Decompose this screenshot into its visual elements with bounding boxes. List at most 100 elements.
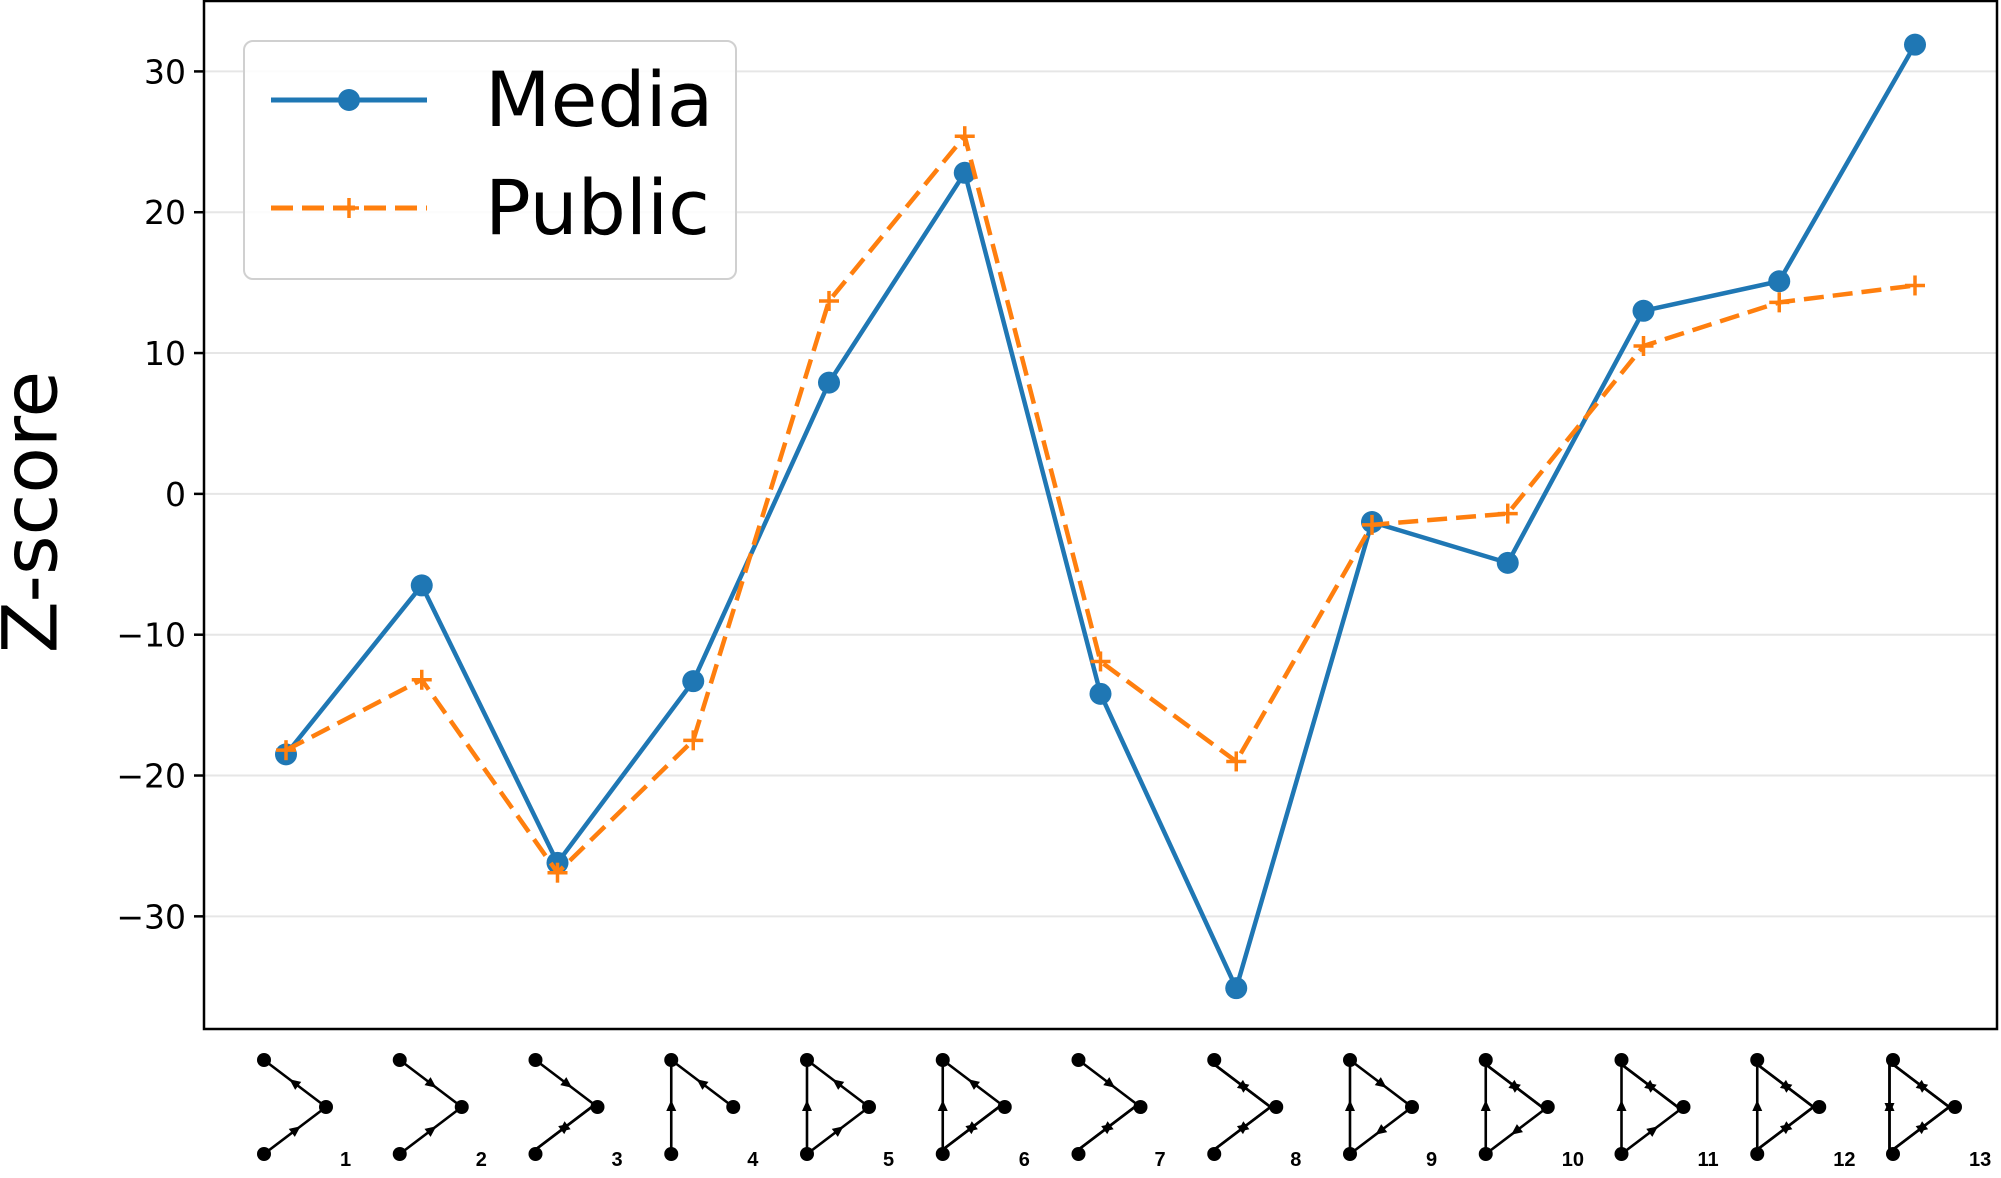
motif-node — [1614, 1053, 1629, 1067]
motif-node — [528, 1147, 543, 1161]
motif-node — [528, 1053, 543, 1067]
legend-entry-public: Public — [245, 158, 735, 258]
plot-frame — [202, 0, 1999, 1031]
y-tick-label: −20 — [116, 757, 186, 796]
motif-node — [1269, 1100, 1284, 1114]
x-tick-label: 3 — [612, 1149, 623, 1171]
motif-node — [392, 1147, 407, 1161]
data-point-public — [1905, 275, 1925, 296]
data-point-media — [953, 161, 976, 184]
legend-label-public: Public — [485, 163, 710, 252]
data-point-public — [411, 669, 432, 690]
motif-node — [1343, 1147, 1357, 1161]
legend-swatch-public — [271, 198, 427, 218]
motif-node — [664, 1147, 679, 1161]
data-point-media — [1089, 682, 1112, 705]
motif-node — [1812, 1100, 1827, 1114]
x-tick-motif-4: 4 — [664, 1053, 759, 1171]
x-tick-motif-8: 8 — [1207, 1053, 1301, 1171]
motif-node — [862, 1100, 876, 1114]
data-point-media — [1904, 33, 1926, 56]
x-tick-label: 2 — [476, 1149, 487, 1171]
motif-node — [1540, 1100, 1555, 1114]
y-tick-label: −30 — [116, 897, 186, 936]
data-point-public — [683, 730, 704, 751]
motif-node — [800, 1147, 814, 1161]
x-tick-label: 4 — [747, 1149, 759, 1171]
x-tick-label: 1 — [340, 1149, 351, 1171]
x-tick-label: 8 — [1290, 1149, 1301, 1171]
legend: Media Public — [243, 40, 737, 280]
data-point-public — [1497, 503, 1518, 524]
x-axis-motif-icons: 1 2 3 4 5 6 7 8 9 10 11 12 13 — [257, 1053, 1991, 1171]
y-tick-label: 30 — [144, 52, 186, 91]
motif-node — [1948, 1100, 1962, 1114]
motif-node — [935, 1053, 950, 1067]
x-tick-label: 13 — [1969, 1149, 1991, 1171]
data-point-public — [1226, 751, 1247, 772]
motif-node — [1405, 1100, 1419, 1114]
x-tick-motif-7: 7 — [1071, 1053, 1166, 1171]
data-point-media — [1632, 299, 1655, 322]
data-point-public — [276, 740, 296, 761]
motif-node — [257, 1053, 271, 1067]
legend-entry-media: Media — [245, 50, 735, 150]
y-tick-label: 10 — [144, 334, 186, 373]
motif-node — [997, 1100, 1012, 1114]
x-tick-label: 11 — [1698, 1149, 1719, 1171]
y-axis-label: Z-score — [0, 370, 75, 654]
x-tick-motif-9: 9 — [1343, 1053, 1437, 1171]
data-point-public — [1633, 336, 1654, 357]
data-point-public — [1090, 651, 1111, 672]
x-tick-motif-3: 3 — [528, 1053, 623, 1171]
data-point-public — [547, 862, 568, 883]
series-group — [275, 33, 1926, 1000]
motif-node — [257, 1147, 271, 1161]
x-tick-motif-2: 2 — [392, 1053, 487, 1171]
y-axis: 30 20 10 0 −10 −20 −30 — [116, 52, 204, 936]
x-tick-motif-13: 13 — [1884, 1053, 1991, 1171]
motif-node — [1750, 1053, 1765, 1067]
motif-node — [1886, 1147, 1900, 1161]
data-point-public — [819, 290, 839, 311]
motif-node — [1614, 1147, 1629, 1161]
x-tick-label: 10 — [1562, 1149, 1584, 1171]
data-point-public — [954, 126, 975, 147]
motif-node — [392, 1053, 407, 1067]
data-point-media — [1496, 551, 1519, 574]
motif-node — [1478, 1053, 1493, 1067]
x-tick-motif-11: 11 — [1614, 1053, 1719, 1171]
motif-node — [590, 1100, 605, 1114]
y-tick-label: 20 — [144, 193, 186, 232]
data-point-public — [1362, 514, 1382, 535]
motif-node — [1207, 1147, 1222, 1161]
motif-node — [1886, 1053, 1900, 1067]
data-point-public — [1769, 292, 1790, 313]
motif-node — [664, 1053, 679, 1067]
data-point-media — [818, 371, 840, 394]
data-point-media — [682, 670, 705, 693]
motif-node — [1071, 1147, 1086, 1161]
data-point-media — [1225, 977, 1248, 1000]
y-tick-label: −10 — [116, 616, 186, 655]
x-tick-motif-10: 10 — [1478, 1053, 1584, 1171]
x-tick-label: 7 — [1155, 1149, 1166, 1171]
motif-node — [1676, 1100, 1691, 1114]
x-tick-label: 9 — [1426, 1149, 1437, 1171]
motif-node — [726, 1100, 741, 1114]
legend-label-media: Media — [485, 55, 714, 144]
motif-node — [1343, 1053, 1357, 1067]
x-tick-label: 5 — [883, 1149, 894, 1171]
motif-node — [1750, 1147, 1765, 1161]
x-tick-label: 12 — [1833, 1149, 1855, 1171]
motif-node — [800, 1053, 814, 1067]
x-tick-motif-12: 12 — [1750, 1053, 1856, 1171]
motif-node — [319, 1100, 333, 1114]
motif-node — [1133, 1100, 1148, 1114]
legend-swatch-media — [271, 89, 427, 111]
x-tick-label: 6 — [1019, 1149, 1030, 1171]
data-point-media — [410, 574, 433, 597]
motif-node — [1478, 1147, 1493, 1161]
motif-node — [935, 1147, 950, 1161]
